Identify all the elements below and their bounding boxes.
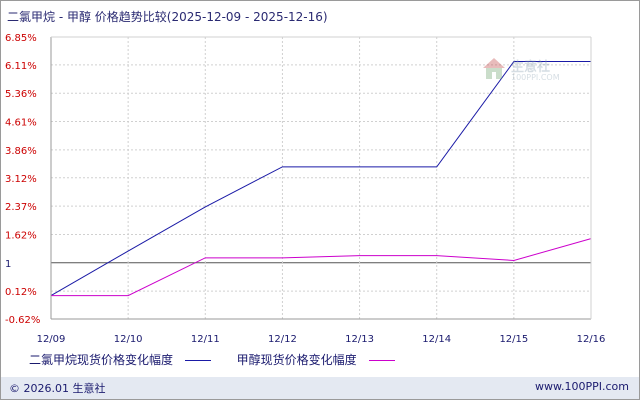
y-axis-ticks: 6.85% 6.11% 5.36% 4.61% 3.86% 3.12% 2.37% 1.62%…: [5, 33, 40, 326]
x-tick-label: 12/15: [499, 334, 528, 345]
watermark-text: 生意社: [511, 60, 551, 75]
copyright-text: © 2026.01 生意社: [9, 382, 106, 395]
footer-bar: © 2026.01 生意社 www.100PPI.com: [1, 377, 639, 399]
house-icon: [483, 58, 505, 79]
x-axis-ticks: 12/09 12/10 12/11 12/12 12/13 12/14 12/15 12/16: [37, 334, 606, 345]
axes: [50, 36, 592, 320]
site-link[interactable]: www.100PPI.com: [535, 380, 629, 393]
x-tick-label: 12/13: [345, 334, 374, 345]
x-tick-label: 12/12: [268, 334, 297, 345]
chart-title: 二氯甲烷 - 甲醇 价格趋势比较(2025-12-09 - 2025-12-16…: [7, 10, 328, 24]
legend-label: 甲醇现货价格变化幅度: [236, 353, 357, 367]
y-tick-label: 3.12%: [5, 174, 37, 185]
y-tick-label: 6.11%: [5, 61, 37, 72]
y-tick-label: 5.36%: [5, 89, 37, 100]
legend-label: 二氯甲烷现货价格变化幅度: [29, 353, 174, 367]
series-line-0: [50, 61, 591, 297]
legend-item-methanol: 甲醇现货价格变化幅度: [237, 351, 395, 368]
series-line-1: [51, 238, 592, 297]
chart-legend: 二氯甲烷现货价格变化幅度 甲醇现货价格变化幅度: [29, 351, 417, 368]
y-tick-label: 4.61%: [5, 118, 37, 129]
grid-lines: [51, 36, 591, 320]
x-tick-label: 12/10: [114, 334, 143, 345]
x-tick-label: 12/14: [422, 334, 451, 345]
y-tick-label: -0.62%: [5, 315, 40, 326]
x-tick-label: 12/09: [37, 334, 66, 345]
x-tick-label: 12/16: [577, 334, 606, 345]
x-tick-label: 12/11: [191, 334, 220, 345]
legend-item-dichloromethane: 二氯甲烷现货价格变化幅度: [29, 351, 211, 368]
watermark-logo: 生意社 100PPI.COM: [481, 56, 560, 86]
y-tick-label: 1: [5, 259, 11, 270]
y-tick-label: 2.37%: [5, 202, 37, 213]
series-lines: [50, 61, 592, 297]
legend-swatch-magenta: [368, 360, 395, 361]
line-chart: 6.85% 6.11% 5.36% 4.61% 3.86% 3.12% 2.37% 1.62%…: [5, 33, 606, 345]
y-tick-label: 0.12%: [5, 287, 37, 298]
legend-swatch-blue: [184, 360, 211, 361]
y-tick-label: 1.62%: [5, 230, 37, 241]
watermark-url: 100PPI.COM: [511, 73, 560, 82]
y-tick-label: 6.85%: [5, 33, 37, 44]
y-tick-label: 3.86%: [5, 146, 37, 157]
